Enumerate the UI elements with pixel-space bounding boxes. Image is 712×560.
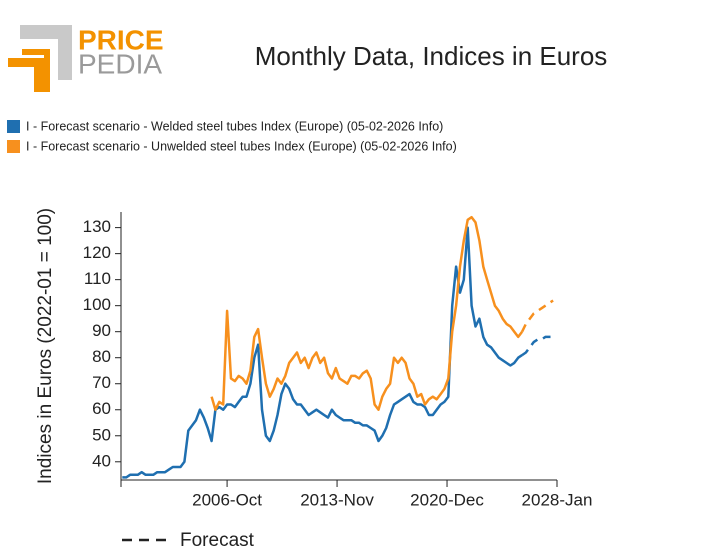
chart-title: Monthly Data, Indices in Euros — [255, 41, 608, 71]
y-tick-label: 60 — [92, 399, 111, 418]
y-tick-label: 90 — [92, 321, 111, 340]
x-tick-label: 2028-Jan — [522, 490, 593, 509]
y-tick-label: 100 — [83, 295, 111, 314]
legend-label: I - Forecast scenario - Unwelded steel t… — [26, 139, 457, 153]
logo-mark — [20, 25, 72, 80]
y-tick-label: 120 — [83, 243, 111, 262]
y-tick-label: 130 — [83, 217, 111, 236]
y-tick-label: 70 — [92, 373, 111, 392]
logo: PRICE PEDIA — [8, 24, 164, 92]
logo-mark — [22, 49, 50, 92]
legend-label: I - Forecast scenario - Welded steel tub… — [26, 119, 443, 133]
forecast-line — [520, 299, 554, 333]
logo-mark — [8, 58, 44, 92]
logo-text: PEDIA — [78, 48, 162, 79]
logo-text: PRICE — [78, 24, 164, 55]
x-tick-label: 2006-Oct — [192, 490, 262, 509]
forecast-legend-label: Forecast — [180, 530, 255, 551]
legend-swatch — [7, 140, 20, 153]
legend-swatch — [7, 120, 20, 133]
y-tick-label: 110 — [84, 269, 111, 288]
y-axis-title: Indices in Euros (2022-01 = 100) — [35, 208, 56, 484]
x-tick-label: 2013-Nov — [300, 490, 374, 509]
y-tick-label: 40 — [92, 451, 111, 470]
series-line — [210, 215, 524, 411]
series-line — [122, 226, 523, 479]
y-tick-label: 50 — [92, 425, 111, 444]
forecast-line — [521, 335, 554, 357]
x-tick-label: 2020-Dec — [410, 490, 484, 509]
y-tick-label: 80 — [92, 347, 111, 366]
